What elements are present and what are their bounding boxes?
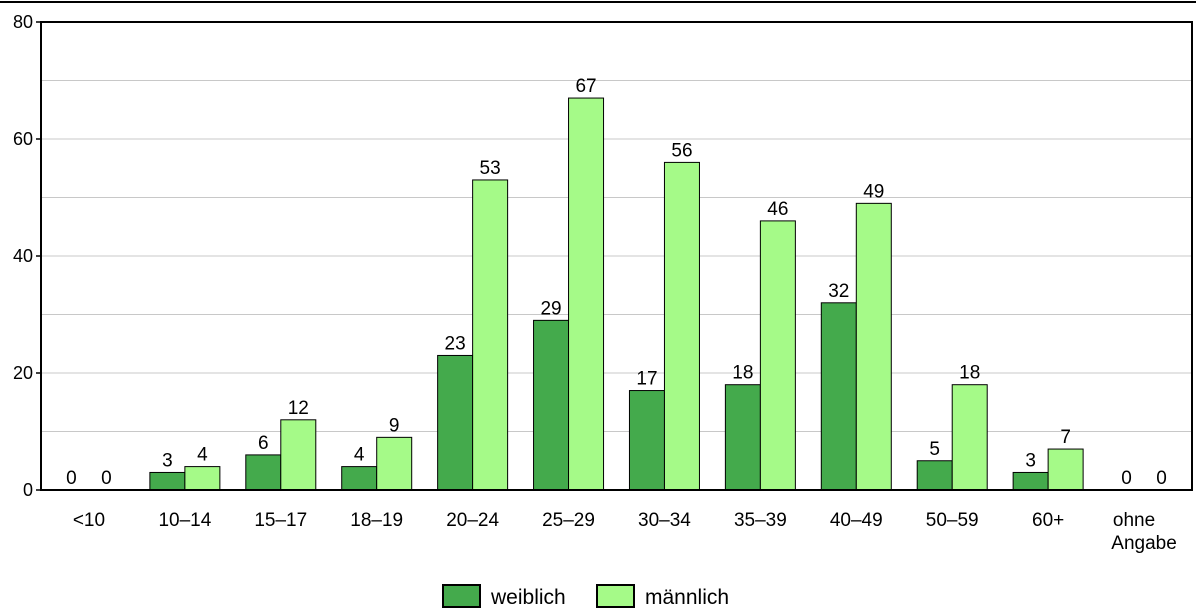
bar-maennlich [855,202,892,491]
bar-maennlich [1047,448,1084,491]
bar-weiblich [533,319,570,491]
value-label: 67 [575,76,596,97]
value-label: 0 [101,468,112,489]
bar-weiblich [437,354,474,491]
bar-weiblich [628,390,665,491]
bar-weiblich [916,460,953,491]
bar-weiblich [1012,471,1049,491]
value-label: 9 [389,415,400,436]
value-label: 32 [828,281,849,302]
y-tick-label: 20 [13,363,33,383]
y-tick-label: 0 [23,480,33,500]
legend: weiblich männlich [442,584,729,609]
bar-weiblich [149,471,186,491]
value-label: 23 [445,333,466,354]
value-label: 5 [929,439,940,460]
bar-weiblich [341,466,378,491]
x-axis-categories: <10 10–14 15–17 18–19 20–24 25–29 30–34 35–39 40… [73,510,1177,554]
x-category-label: <10 [73,510,105,531]
bar-maennlich [376,436,413,491]
value-label: 4 [197,445,208,466]
value-label: 3 [162,450,173,471]
bar-maennlich [568,97,605,491]
value-label: 7 [1060,427,1071,448]
x-category-label: ohne Angabe [1111,510,1177,554]
y-tick-label: 60 [13,129,33,149]
value-label: 46 [767,199,788,220]
bar-maennlich [184,466,221,491]
x-category-label: 18–19 [350,510,403,531]
bar-maennlich [280,419,317,491]
value-label: 49 [863,181,884,202]
x-category-label: 15–17 [254,510,307,531]
value-label: 56 [671,140,692,161]
value-label: 17 [636,369,657,390]
value-label: 4 [354,445,365,466]
legend-label: männlich [645,586,729,609]
bar-maennlich [759,220,796,491]
y-tick-label: 80 [13,12,33,32]
value-label: 18 [732,363,753,384]
value-label: 0 [1156,468,1167,489]
value-label: 0 [66,468,77,489]
gridlines [41,80,1192,432]
y-tick-label: 40 [13,246,33,266]
x-category-label: 20–24 [446,510,499,531]
bar-weiblich [724,384,761,491]
legend-label: weiblich [490,586,566,609]
bar-weiblich [820,302,857,491]
bar-maennlich [951,384,988,491]
legend-swatch [596,584,635,608]
bar-weiblich [245,454,282,491]
x-category-label: 30–34 [638,510,691,531]
value-label: 18 [959,363,980,384]
x-category-label: 40–49 [830,510,883,531]
bars [149,97,1084,491]
value-label: 3 [1025,450,1036,471]
bar-maennlich [472,179,509,491]
value-label: 0 [1121,468,1132,489]
x-category-label: 35–39 [734,510,787,531]
x-category-label: 25–29 [542,510,595,531]
x-category-label: 60+ [1032,510,1064,531]
value-label: 53 [480,158,501,179]
legend-swatch [442,584,481,608]
bar-maennlich [663,161,700,491]
x-category-label: 10–14 [158,510,211,531]
y-axis-ticks: 0 20 40 60 80 [13,12,41,500]
x-category-label: 50–59 [926,510,979,531]
value-label: 6 [258,433,269,454]
value-label: 12 [288,398,309,419]
value-label: 29 [540,298,561,319]
